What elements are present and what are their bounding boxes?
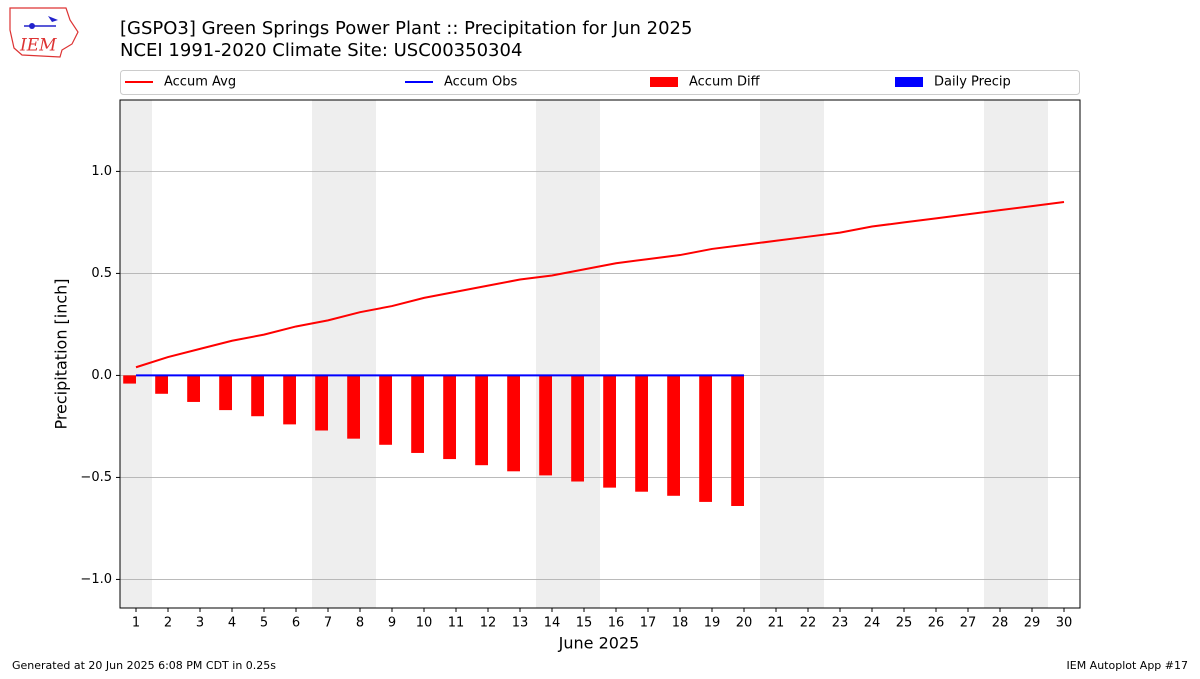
plot-area xyxy=(120,100,1080,608)
bar xyxy=(411,375,424,453)
y-tick-label: −0.5 xyxy=(80,470,112,485)
bar xyxy=(187,375,200,402)
bar xyxy=(219,375,232,411)
x-tick-label: 8 xyxy=(356,616,364,631)
bar xyxy=(571,375,584,482)
legend-label: Daily Precip xyxy=(934,75,1011,90)
weekend-shade xyxy=(568,100,600,608)
logo-text: IEM xyxy=(19,36,57,56)
logo: IEM xyxy=(9,7,79,58)
y-tick-label: −1.0 xyxy=(80,572,112,587)
x-tick-label: 20 xyxy=(736,616,753,631)
weekend-shade xyxy=(984,100,1016,608)
bar xyxy=(731,375,744,506)
x-tick-label: 12 xyxy=(480,616,497,631)
x-tick-label: 24 xyxy=(864,616,881,631)
bar xyxy=(379,375,392,445)
x-tick-label: 28 xyxy=(992,616,1009,631)
x-tick-label: 6 xyxy=(292,616,300,631)
x-tick-label: 13 xyxy=(512,616,529,631)
weekend-shade xyxy=(792,100,824,608)
x-tick-label: 23 xyxy=(832,616,849,631)
x-tick-label: 5 xyxy=(260,616,268,631)
plot-frame xyxy=(119,99,1081,609)
footer-left: Generated at 20 Jun 2025 6:08 PM CDT in … xyxy=(12,659,276,672)
bar xyxy=(155,375,168,394)
bar xyxy=(667,375,680,496)
chart-subtitle: NCEI 1991-2020 Climate Site: USC00350304 xyxy=(120,40,522,61)
x-tick-label: 26 xyxy=(928,616,945,631)
x-tick-label: 9 xyxy=(388,616,396,631)
x-tick-label: 15 xyxy=(576,616,593,631)
bar xyxy=(475,375,488,466)
x-tick-label: 21 xyxy=(768,616,785,631)
footer-right: IEM Autoplot App #17 xyxy=(1067,659,1189,672)
bar xyxy=(315,375,328,431)
x-tick-label: 10 xyxy=(416,616,433,631)
x-tick-label: 27 xyxy=(960,616,977,631)
x-tick-label: 11 xyxy=(448,616,465,631)
legend-swatch xyxy=(650,77,678,87)
y-axis-label: Precipitation [inch] xyxy=(52,278,71,429)
weekend-shade xyxy=(536,100,568,608)
bar xyxy=(699,375,712,502)
weekend-shade xyxy=(312,100,344,608)
weekend-shade xyxy=(344,100,376,608)
x-tick-label: 4 xyxy=(228,616,236,631)
x-tick-label: 2 xyxy=(164,616,172,631)
x-tick-label: 3 xyxy=(196,616,204,631)
weekend-shade xyxy=(760,100,792,608)
x-tick-label: 22 xyxy=(800,616,817,631)
legend-label: Accum Diff xyxy=(689,75,761,90)
weekend-shade xyxy=(1016,100,1048,608)
bar xyxy=(635,375,648,492)
x-tick-label: 29 xyxy=(1024,616,1041,631)
x-tick-label: 14 xyxy=(544,616,561,631)
x-axis-label: June 2025 xyxy=(558,634,640,653)
bar xyxy=(347,375,360,439)
legend-label: Accum Avg xyxy=(164,75,236,90)
bar xyxy=(123,375,136,384)
bar xyxy=(251,375,264,417)
x-tick-label: 1 xyxy=(132,616,140,631)
legend xyxy=(120,70,1080,95)
x-tick-label: 7 xyxy=(324,616,332,631)
x-tick-label: 16 xyxy=(608,616,625,631)
line xyxy=(135,201,1065,369)
y-tick-label: 0.5 xyxy=(91,266,112,281)
bar xyxy=(603,375,616,488)
y-tick-label: 0.0 xyxy=(91,368,112,383)
chart-title: [GSPO3] Green Springs Power Plant :: Pre… xyxy=(120,18,692,39)
y-tick-label: 1.0 xyxy=(91,164,112,179)
bar xyxy=(507,375,520,472)
bar xyxy=(539,375,552,476)
legend-swatch xyxy=(895,77,923,87)
weekend-shade xyxy=(120,100,152,608)
x-tick-label: 19 xyxy=(704,616,721,631)
x-tick-label: 18 xyxy=(672,616,689,631)
legend-label: Accum Obs xyxy=(444,75,517,90)
x-tick-label: 30 xyxy=(1056,616,1073,631)
x-tick-label: 25 xyxy=(896,616,913,631)
x-tick-label: 17 xyxy=(640,616,657,631)
bar xyxy=(443,375,456,460)
bar xyxy=(283,375,296,425)
